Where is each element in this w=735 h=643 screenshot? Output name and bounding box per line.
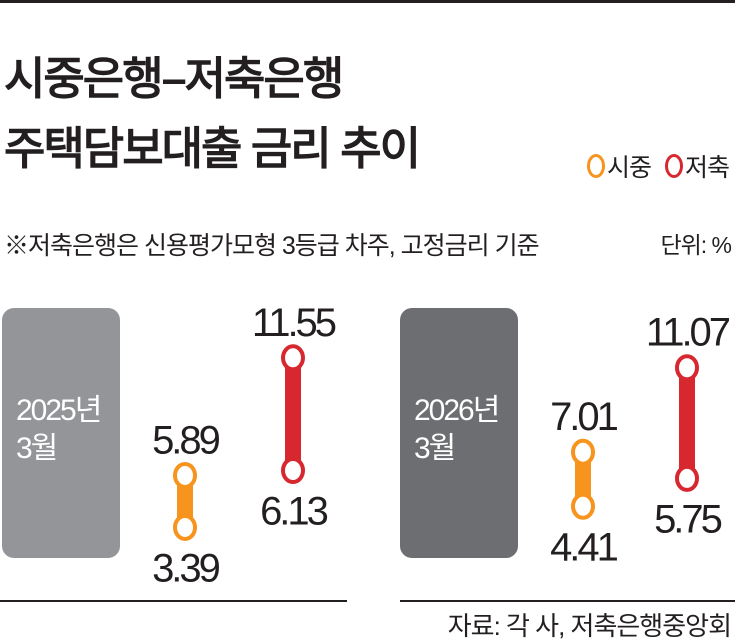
range-bar [679,367,695,479]
source: 자료: 각 사, 저축은행중앙회 [447,611,732,641]
baseline-rule [400,600,735,602]
period-box [2,308,120,558]
low-value-label: 4.41 [550,525,618,569]
high-point [281,344,305,372]
high-value-label: 5.89 [152,418,220,462]
orange-ring-icon [586,154,605,178]
legend-label: 저축 [684,154,730,182]
range-bar [285,357,301,471]
high-value-label: 11.07 [646,311,730,355]
high-value-label: 7.01 [550,395,618,439]
period-year: 2026년 [414,394,498,427]
low-value-label: 6.13 [260,489,328,533]
low-point [173,513,197,541]
high-point [173,461,197,489]
period-box [400,308,518,558]
top-rule [0,0,735,3]
footnote: ※저축은행은 신용평가모형 3등급 차주, 고정금리 기준 [4,232,540,260]
high-point [571,438,595,466]
legend: 시중 저축 [586,148,730,184]
red-ring-icon [664,154,683,178]
title-line-1: 시중은행–저축은행 [4,53,344,104]
period-month: 3월 [414,432,454,465]
low-point [281,456,305,484]
low-point [675,464,699,492]
high-value-label: 11.55 [252,301,336,345]
legend-item-savings: 저축 [664,148,730,184]
low-value-label: 3.39 [152,546,220,590]
baseline-rule [0,600,347,602]
legend-label: 시중 [606,154,652,182]
legend-item-commercial: 시중 [586,148,652,184]
range-bar [177,475,193,528]
high-point [675,354,699,382]
unit-label: 단위: % [660,232,732,258]
period-month: 3월 [16,432,56,465]
low-value-label: 5.75 [654,497,722,541]
period-year: 2025년 [16,394,100,427]
title-line-2: 주택담보대출 금리 추이 [4,123,421,174]
low-point [571,492,595,520]
range-bar [575,452,591,507]
